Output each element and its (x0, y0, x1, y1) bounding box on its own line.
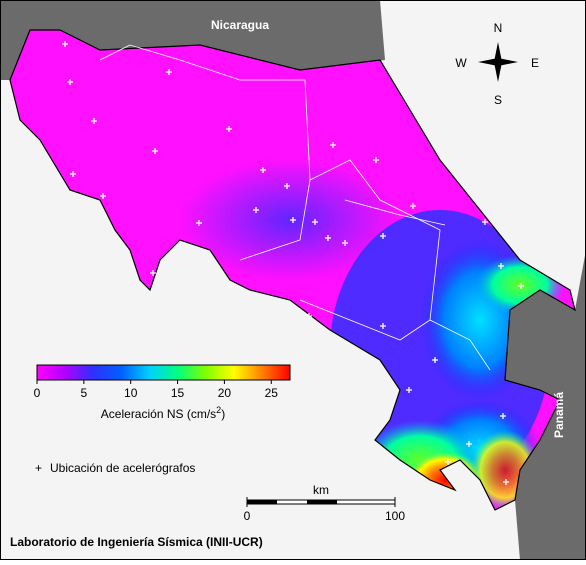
scale-bar (246, 499, 396, 505)
legend-marker: + (35, 461, 42, 475)
legend-text: Ubicación de acelerógrafos (50, 461, 195, 475)
label-text: Aceleración NS (cm/s (101, 407, 216, 421)
compass-label: S (494, 93, 502, 107)
colorbar-tick-label: 20 (218, 386, 232, 400)
scale-unit: km (313, 483, 329, 497)
province-borders (99, 44, 491, 371)
colorbar-label: Aceleración NS (cm/s2) (101, 405, 225, 421)
colorbar-tick-label: 10 (124, 386, 138, 400)
colorbar-tick-label: 0 (34, 386, 41, 400)
colorbar-tick-label: 25 (265, 386, 279, 400)
nicaragua-land (0, 0, 385, 80)
label-sup: 2 (216, 405, 221, 415)
compass: N S W E (455, 21, 539, 107)
stations (62, 41, 524, 485)
compass-label: N (494, 21, 503, 35)
footer: Laboratorio de Ingeniería Sísmica (INII-… (10, 535, 263, 549)
panama-land (505, 250, 586, 560)
scale-tick-label: 0 (244, 509, 251, 523)
colorbar-tick-label: 5 (81, 386, 88, 400)
colorbar (36, 364, 291, 381)
compass-label: E (531, 56, 539, 70)
coastline (9, 29, 576, 511)
colorbar-tick-label: 15 (171, 386, 185, 400)
label-end: ) (221, 407, 225, 421)
country-label: Nicaragua (211, 18, 269, 32)
country-label: Panamá (552, 392, 566, 438)
compass-label: W (455, 56, 467, 70)
scale-tick-label: 100 (385, 509, 405, 523)
